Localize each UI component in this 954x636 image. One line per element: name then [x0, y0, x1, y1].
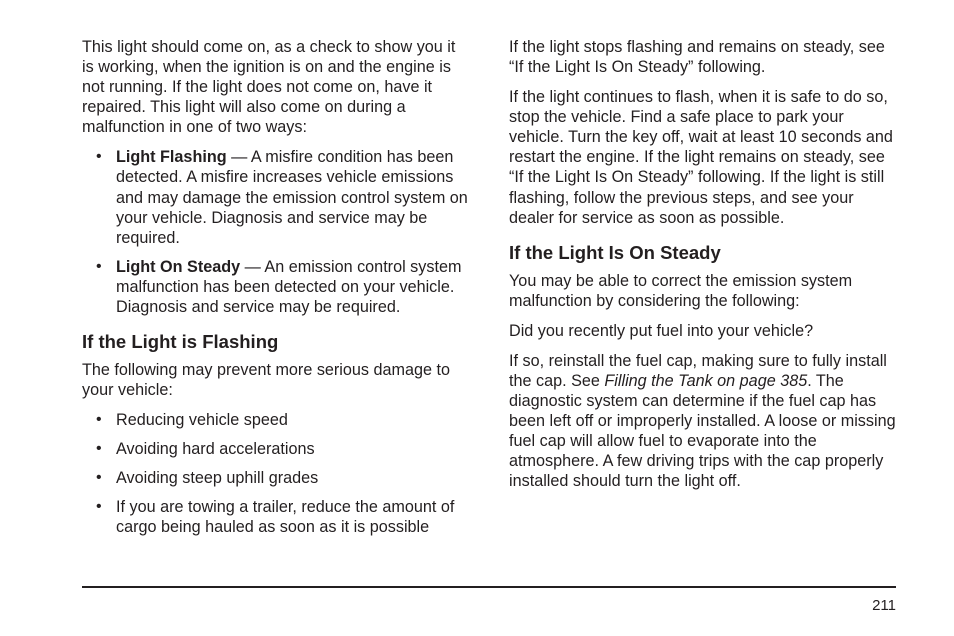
bullet-lead: Light Flashing	[116, 148, 227, 166]
manual-page: This light should come on, as a check to…	[0, 0, 954, 636]
flashing-intro: The following may prevent more serious d…	[82, 360, 469, 400]
right-column: If the light stops flashing and remains …	[509, 37, 896, 547]
steady-para-2: Did you recently put fuel into your vehi…	[509, 321, 896, 341]
steady-para-3-ref: Filling the Tank on page 385	[604, 372, 807, 390]
heading-if-light-steady: If the Light Is On Steady	[509, 242, 896, 265]
left-column: This light should come on, as a check to…	[82, 37, 469, 547]
bullet-sep: —	[227, 148, 251, 166]
bullet-lead: Light On Steady	[116, 258, 240, 276]
steady-para-3: If so, reinstall the fuel cap, making su…	[509, 351, 896, 492]
bullet-reduce-speed: Reducing vehicle speed	[114, 410, 469, 430]
right-para-1: If the light stops flashing and remains …	[509, 37, 896, 77]
page-number: 211	[872, 597, 896, 614]
intro-paragraph: This light should come on, as a check to…	[82, 37, 469, 137]
bullet-avoid-uphill: Avoiding steep uphill grades	[114, 468, 469, 488]
heading-if-light-flashing: If the Light is Flashing	[82, 331, 469, 354]
bullet-light-on-steady: Light On Steady — An emission control sy…	[114, 257, 469, 317]
right-para-2: If the light continues to flash, when it…	[509, 87, 896, 228]
footer-rule	[82, 586, 896, 588]
two-column-layout: This light should come on, as a check to…	[82, 37, 896, 547]
bullet-light-flashing: Light Flashing — A misfire condition has…	[114, 147, 469, 247]
bullet-trailer: If you are towing a trailer, reduce the …	[114, 497, 469, 537]
flashing-bullet-list: Reducing vehicle speed Avoiding hard acc…	[82, 410, 469, 537]
malfunction-bullet-list: Light Flashing — A misfire condition has…	[82, 147, 469, 317]
bullet-sep: —	[240, 258, 264, 276]
steady-para-1: You may be able to correct the emission …	[509, 271, 896, 311]
bullet-avoid-accel: Avoiding hard accelerations	[114, 439, 469, 459]
